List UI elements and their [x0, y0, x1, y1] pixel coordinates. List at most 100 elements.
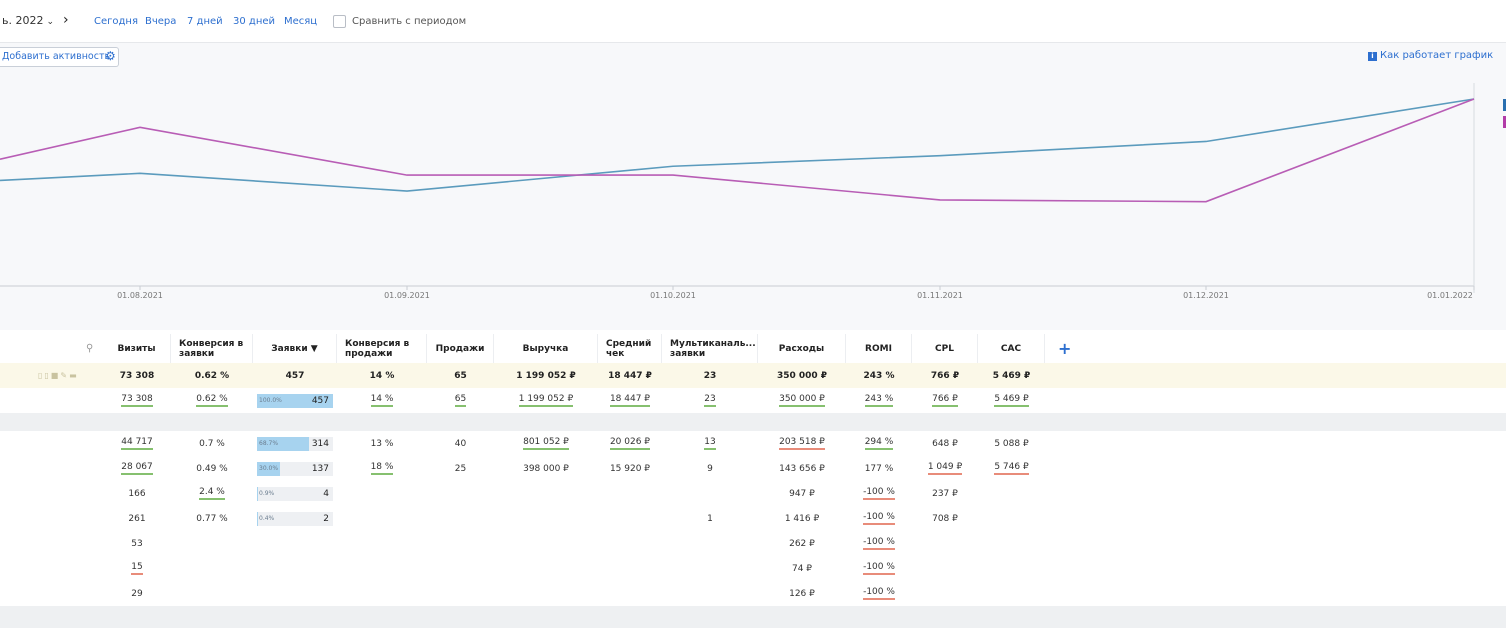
cell-value[interactable]: 18 %	[370, 462, 394, 475]
cell-multichannel[interactable]: 23	[704, 394, 716, 407]
cell-sales	[427, 531, 494, 556]
period-30-days[interactable]: 30 дней	[233, 16, 276, 27]
header-leads[interactable]: Заявки ▼	[253, 334, 337, 363]
cell-value[interactable]: 1	[707, 513, 713, 524]
cell-value[interactable]: 0.49 %	[196, 463, 228, 474]
cell-value[interactable]: 166	[128, 488, 146, 499]
cell-avg-check	[598, 531, 662, 556]
cell-leads[interactable]: 457	[311, 395, 329, 406]
cell-value[interactable]: 708 ₽	[932, 513, 958, 524]
add-column-icon[interactable]: +	[1058, 339, 1072, 358]
leads-value[interactable]: 137	[311, 463, 329, 474]
header-multichannel-leads[interactable]: Мультиканаль... заявки	[662, 334, 758, 363]
cell-value[interactable]: 9	[707, 463, 713, 474]
next-period-icon[interactable]: ›	[63, 12, 69, 28]
header-sales[interactable]: Продажи	[427, 334, 494, 363]
cell-value[interactable]: 40	[454, 438, 467, 449]
cell-value[interactable]: 1 049 ₽	[927, 462, 963, 475]
cell-value[interactable]: 177 %	[864, 463, 894, 474]
header-avg-check[interactable]: Средний чек	[598, 334, 662, 363]
cell-value[interactable]: 262 ₽	[789, 538, 815, 549]
cell-cac[interactable]: 5 469 ₽	[994, 394, 1029, 407]
cell-value[interactable]: 15 920 ₽	[609, 463, 651, 474]
cell-revenue	[494, 506, 598, 531]
period-7-days[interactable]: 7 дней	[187, 16, 223, 27]
header-costs[interactable]: Расходы	[758, 334, 846, 363]
cell-multi: 13	[662, 431, 758, 456]
compare-period-checkbox[interactable]	[333, 15, 346, 28]
cell-value[interactable]: 947 ₽	[789, 488, 815, 499]
cell-value[interactable]: 0.77 %	[196, 513, 228, 524]
leads-value[interactable]: 314	[311, 438, 329, 449]
cell-value[interactable]: -100 %	[863, 562, 895, 575]
cell-value[interactable]: 143 656 ₽	[779, 463, 825, 474]
date-value: ь. 2022	[2, 14, 44, 27]
cell-sales[interactable]: 65	[454, 394, 467, 407]
cell-value[interactable]: 15	[131, 562, 143, 575]
group-row[interactable]: 73 308 0.62 % 100.0% 457 14 % 65 1 199 0…	[0, 388, 1506, 414]
cell-value[interactable]: 5 746 ₽	[994, 462, 1029, 475]
table-row[interactable]: 261 0.77 % 0.4% 2 1 1 416 ₽ -100 % 708 ₽	[0, 506, 1506, 532]
cell-value[interactable]: 801 052 ₽	[523, 437, 569, 450]
cell-value[interactable]: 44 717	[121, 437, 153, 450]
cell-value[interactable]: 0.7 %	[199, 438, 225, 449]
header-visits[interactable]: Визиты	[103, 334, 171, 363]
cell-value[interactable]: -100 %	[863, 512, 895, 525]
header-cpl[interactable]: CPL	[912, 334, 978, 363]
cell-cpl[interactable]: 766 ₽	[932, 394, 958, 407]
date-selector[interactable]: ь. 2022 ⌄	[2, 14, 54, 27]
cell-visits[interactable]: 73 308	[121, 394, 153, 407]
period-month[interactable]: Месяц	[284, 16, 318, 27]
table-row[interactable]: 15 74 ₽ -100 %	[0, 556, 1506, 582]
cell-costs[interactable]: 350 000 ₽	[779, 394, 825, 407]
cell-multi: 9	[662, 456, 758, 481]
cell-value[interactable]: 53	[131, 538, 143, 549]
cell-value[interactable]: 13	[704, 437, 716, 450]
cell-value[interactable]: 28 067	[121, 462, 153, 475]
search-icon[interactable]: ⚲	[86, 343, 94, 354]
header-romi[interactable]: ROMI	[846, 334, 912, 363]
table-row[interactable]: 53 262 ₽ -100 %	[0, 531, 1506, 557]
header-conv-leads[interactable]: Конверсия в заявки	[171, 334, 253, 363]
cell-value[interactable]: 5 088 ₽	[994, 438, 1029, 449]
cell-value[interactable]: 398 000 ₽	[523, 463, 569, 474]
period-today[interactable]: Сегодня	[94, 16, 138, 27]
cell-avg-check[interactable]: 18 447 ₽	[609, 394, 651, 407]
header-cac[interactable]: CAC	[978, 334, 1045, 363]
header-revenue[interactable]: Выручка	[494, 334, 598, 363]
row-tools-icons[interactable]: ▯▯■✎▬	[38, 371, 79, 380]
cell-value[interactable]: 20 026 ₽	[609, 437, 651, 450]
cell-value[interactable]: 126 ₽	[789, 588, 815, 599]
leads-share: 0.4%	[259, 515, 275, 522]
cell-value[interactable]: 237 ₽	[932, 488, 958, 499]
table-row[interactable]: 166 2.4 % 0.9% 4 947 ₽ -100 % 237 ₽	[0, 481, 1506, 507]
cell-conv-sales[interactable]: 14 %	[370, 394, 394, 407]
how-chart-works-link[interactable]: i Как работает график	[1368, 50, 1493, 61]
gear-icon[interactable]: ⚙	[105, 49, 116, 63]
cell-value[interactable]: -100 %	[863, 587, 895, 600]
cell-value[interactable]: -100 %	[863, 537, 895, 550]
add-activity-button[interactable]: Добавить активность	[0, 47, 120, 67]
period-yesterday[interactable]: Вчера	[145, 16, 177, 27]
table-row[interactable]: 44 717 0.7 % 68.7% 314 13 % 40 801 052 ₽ 20 026…	[0, 431, 1506, 457]
cell-value[interactable]: 25	[454, 463, 467, 474]
leads-value[interactable]: 4	[323, 488, 329, 499]
cell-value[interactable]: 648 ₽	[932, 438, 958, 449]
leads-value[interactable]: 2	[323, 513, 329, 524]
cell-value[interactable]: 203 518 ₽	[779, 437, 825, 450]
header-conv-sales[interactable]: Конверсия в продажи	[337, 334, 427, 363]
cell-value[interactable]: 13 %	[370, 438, 394, 449]
cell-conv-leads[interactable]: 0.62 %	[196, 394, 228, 407]
cell-revenue[interactable]: 1 199 052 ₽	[518, 394, 574, 407]
cell-value[interactable]: -100 %	[863, 487, 895, 500]
cell-value[interactable]: 29	[131, 588, 143, 599]
table-row[interactable]: 28 067 0.49 % 30.0% 137 18 % 25 398 000 ₽ 15 92…	[0, 456, 1506, 482]
cell-romi[interactable]: 243 %	[864, 394, 894, 407]
cell-value[interactable]: 294 %	[864, 437, 894, 450]
table-row[interactable]: 29 126 ₽ -100 %	[0, 581, 1506, 607]
cell-avg-check	[598, 481, 662, 506]
cell-value[interactable]: 2.4 %	[199, 487, 225, 500]
cell-value[interactable]: 261	[128, 513, 146, 524]
cell-value[interactable]: 1 416 ₽	[784, 513, 820, 524]
cell-value[interactable]: 74 ₽	[791, 563, 813, 574]
